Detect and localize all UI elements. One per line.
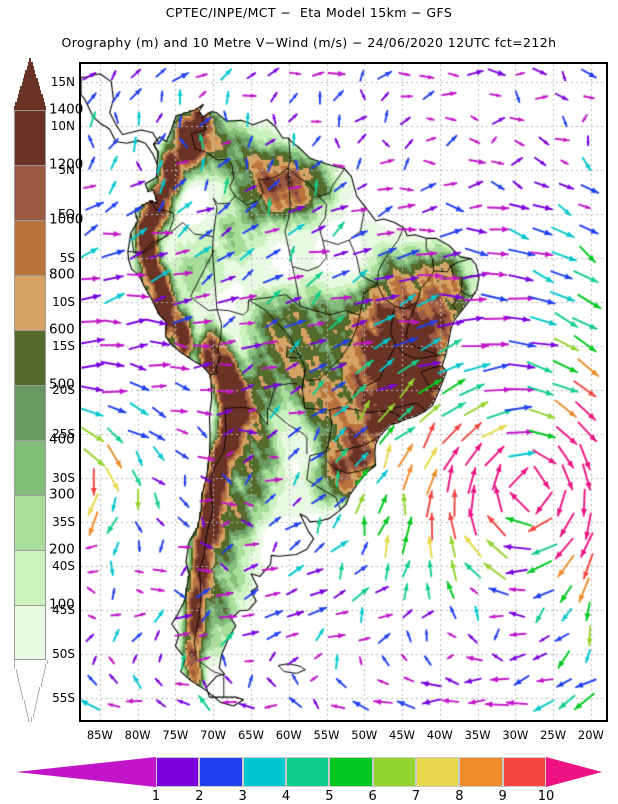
latitude-tick-label: 10N bbox=[50, 118, 75, 133]
longitude-tick-label: 75W bbox=[162, 728, 189, 742]
latitude-tick-label: 5S bbox=[59, 250, 75, 265]
longitude-tick-label: 25W bbox=[540, 728, 567, 742]
orography-cap-above-max bbox=[14, 58, 46, 110]
latitude-tick-label: 20S bbox=[52, 382, 75, 397]
longitude-tick-label: 80W bbox=[124, 728, 151, 742]
wind-colorbar-segment bbox=[416, 757, 460, 787]
wind-colorbar-segment bbox=[199, 757, 243, 787]
map-canvas[interactable] bbox=[81, 64, 606, 720]
orography-band bbox=[14, 440, 46, 495]
orography-tick-label: 1200 bbox=[49, 156, 84, 173]
longitude-tick-label: 45W bbox=[389, 728, 416, 742]
wind-colorbar-tick-label: 2 bbox=[195, 789, 204, 804]
wind-colorbar-tick-label: 6 bbox=[368, 789, 377, 804]
orography-tick-label: 400 bbox=[49, 431, 75, 448]
orography-tick-label: 100 bbox=[49, 596, 75, 613]
orography-band bbox=[14, 110, 46, 165]
wind-colorbar-segment bbox=[242, 757, 286, 787]
latitude-tick-label: 45S bbox=[52, 602, 75, 617]
longitude-tick-label: 55W bbox=[313, 728, 340, 742]
latitude-tick-label: 15N bbox=[50, 74, 75, 89]
wind-speed-colorbar: 1 2 3 4 5 6 7 8 9 10 bbox=[16, 757, 602, 804]
latitude-tick-label: 10S bbox=[52, 294, 75, 309]
wind-colorbar-segment bbox=[156, 757, 200, 787]
wind-colorbar-tick-label: 9 bbox=[498, 789, 507, 804]
orography-band bbox=[14, 495, 46, 550]
wind-colorbar-tick-label: 3 bbox=[238, 789, 247, 804]
orography-band bbox=[14, 550, 46, 605]
longitude-tick-label: 60W bbox=[275, 728, 302, 742]
latitude-tick-label: 55S bbox=[52, 690, 75, 705]
orography-band bbox=[14, 330, 46, 385]
orography-band bbox=[14, 220, 46, 275]
wind-colorbar-over-arrow bbox=[546, 757, 602, 787]
orography-tick-label: 200 bbox=[49, 541, 75, 558]
wind-colorbar-tick-label: 7 bbox=[411, 789, 421, 804]
latitude-tick-label: EQ bbox=[57, 206, 75, 221]
longitude-tick-label: 20W bbox=[577, 728, 604, 742]
orography-band bbox=[14, 165, 46, 220]
page-title: CPTEC/INPE/MCT − Eta Model 15km − GFS bbox=[165, 5, 453, 20]
longitude-tick-label: 30W bbox=[502, 728, 529, 742]
longitude-tick-label: 70W bbox=[200, 728, 227, 742]
orography-tick-label: 1400 bbox=[49, 101, 84, 118]
orography-foot-below-min bbox=[14, 660, 48, 722]
longitude-tick-label: 40W bbox=[426, 728, 453, 742]
orography-tick-label: 1000 bbox=[49, 211, 84, 228]
orography-tick-label: 300 bbox=[49, 486, 75, 503]
wind-colorbar-segment bbox=[329, 757, 373, 787]
orography-tick-label: 600 bbox=[49, 321, 75, 338]
orography-band bbox=[14, 605, 46, 660]
wind-colorbar-tick-label: 5 bbox=[325, 789, 334, 804]
map-plot-area[interactable] bbox=[79, 62, 608, 722]
wind-colorbar-tick-label: 4 bbox=[281, 789, 291, 804]
orography-band bbox=[14, 275, 46, 330]
latitude-tick-label: 30S bbox=[52, 470, 75, 485]
orography-band bbox=[14, 385, 46, 440]
longitude-tick-label: 65W bbox=[237, 728, 264, 742]
wind-colorbar-segment bbox=[286, 757, 330, 787]
wind-colorbar-tick-label: 1 bbox=[151, 789, 161, 804]
wind-colorbar-segment bbox=[372, 757, 416, 787]
orography-tick-label: 800 bbox=[49, 266, 75, 283]
wind-colorbar-segment bbox=[459, 757, 503, 787]
wind-colorbar-tick-label: 8 bbox=[455, 789, 464, 804]
latitude-tick-label: 35S bbox=[52, 514, 75, 529]
orography-colorbar bbox=[14, 58, 48, 722]
orography-tick-label: 500 bbox=[49, 376, 75, 393]
wind-colorbar-tick-label: 10 bbox=[537, 789, 555, 804]
latitude-tick-label: 5N bbox=[58, 162, 75, 177]
wind-colorbar-under-arrow bbox=[16, 757, 156, 787]
longitude-tick-label: 85W bbox=[86, 728, 113, 742]
latitude-tick-label: 25S bbox=[52, 426, 75, 441]
longitude-tick-label: 35W bbox=[464, 728, 491, 742]
page-subtitle: Orography (m) and 10 Metre V−Wind (m/s) … bbox=[61, 35, 557, 50]
latitude-tick-label: 40S bbox=[52, 558, 75, 573]
latitude-tick-label: 50S bbox=[52, 646, 75, 661]
longitude-tick-label: 50W bbox=[351, 728, 378, 742]
wind-colorbar-segment bbox=[502, 757, 546, 787]
latitude-tick-label: 15S bbox=[52, 338, 75, 353]
